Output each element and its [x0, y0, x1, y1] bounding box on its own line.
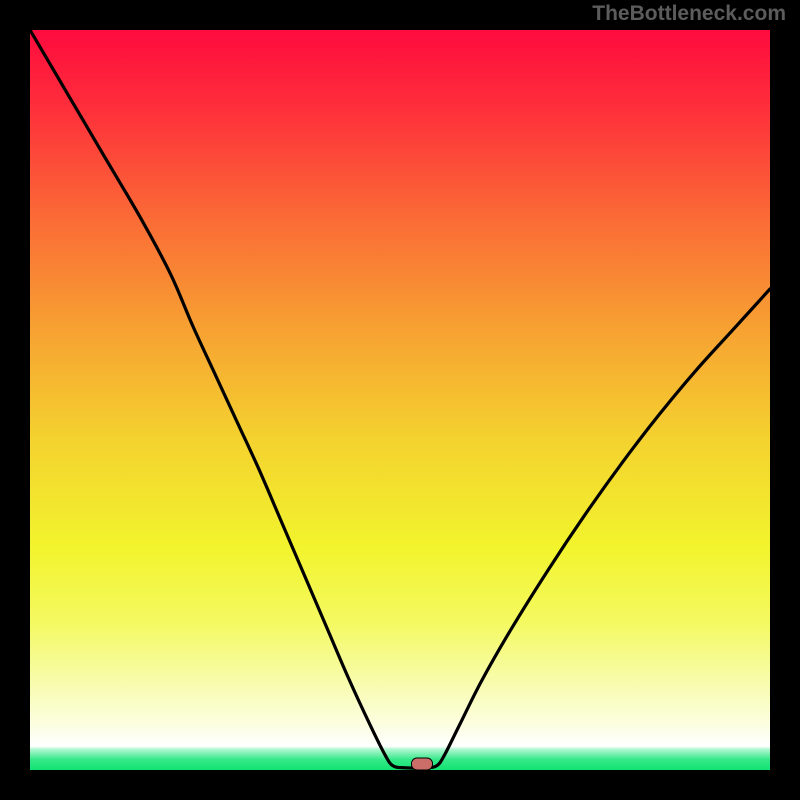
bottleneck-curve	[30, 30, 770, 768]
chart-frame: TheBottleneck.com	[0, 0, 800, 800]
plot-area	[30, 30, 770, 770]
watermark-text: TheBottleneck.com	[592, 2, 786, 26]
curve-layer	[30, 30, 770, 770]
optimum-marker	[411, 758, 433, 771]
